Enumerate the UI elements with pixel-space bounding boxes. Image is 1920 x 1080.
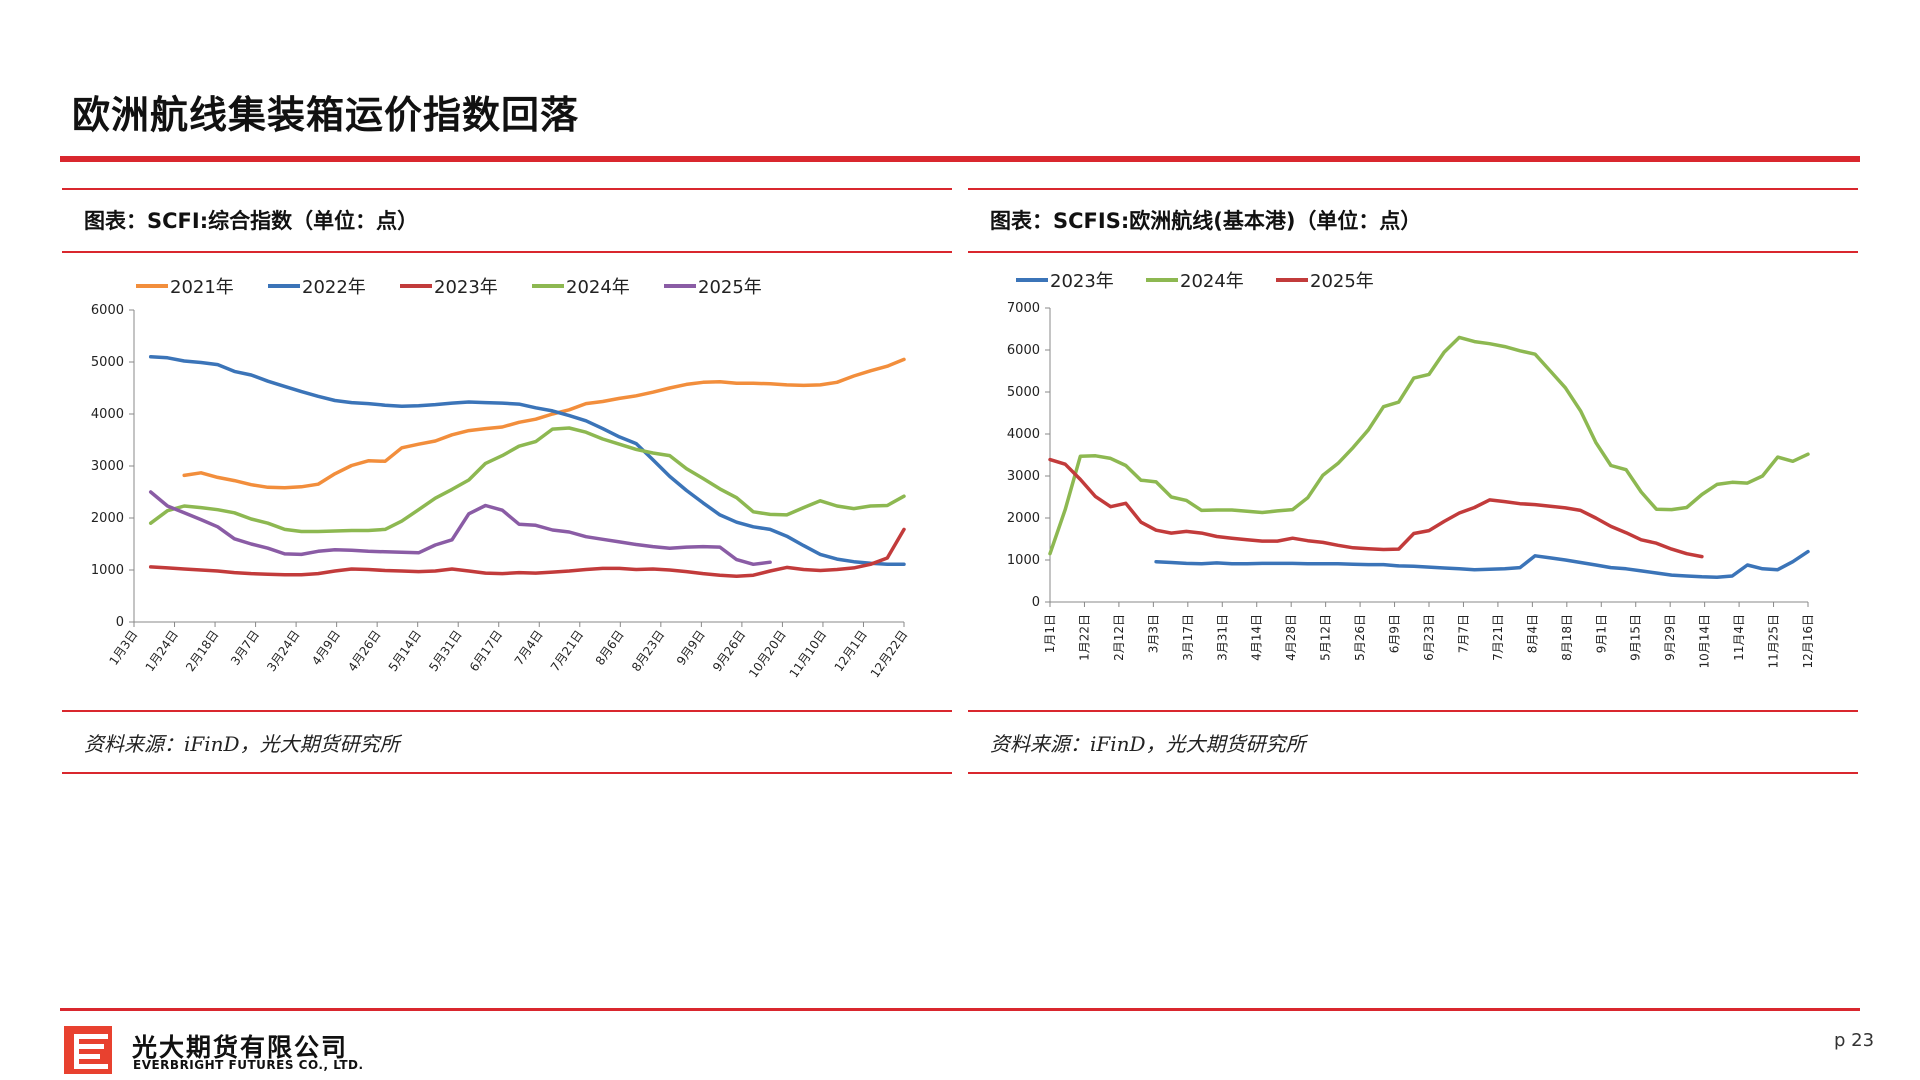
x-tick-label: 1月22日 xyxy=(1077,614,1091,661)
title-underline xyxy=(60,156,1860,162)
x-tick-label: 8月18日 xyxy=(1560,614,1574,661)
series-line xyxy=(148,355,906,567)
series-line xyxy=(148,527,906,578)
x-tick-label: 2月12日 xyxy=(1112,614,1126,661)
footer-rule xyxy=(60,1008,1860,1011)
y-tick-label: 3000 xyxy=(91,459,124,474)
right-chart-panel: 图表：SCFIS:欧洲航线(基本港)（单位：点） 2023年 2024年 2025年… xyxy=(968,188,1858,774)
x-tick-label: 5月14日 xyxy=(386,628,424,674)
panel-title-rule xyxy=(62,251,952,253)
y-tick-label: 2000 xyxy=(1007,511,1040,526)
x-tick-label: 9月29日 xyxy=(1663,614,1677,661)
y-tick-label: 6000 xyxy=(1007,343,1040,358)
scfi-chart: 2021年 2022年 2023年 2024年 2025年 0 1000 2000 3000 40… xyxy=(91,277,911,681)
y-tick-label: 0 xyxy=(1032,595,1040,610)
x-tick-label: 8月6日 xyxy=(593,628,627,668)
panel-top-rule xyxy=(62,188,952,190)
series-line xyxy=(1048,335,1810,556)
scfis-europe-chart: 2023年 2024年 2025年 0 1000 2000 3000 4000 5000 6000… xyxy=(1007,271,1815,669)
x-tick-label: 12月16日 xyxy=(1801,614,1815,669)
x-tick-label: 9月9日 xyxy=(674,628,708,668)
x-tick-label: 6月23日 xyxy=(1422,614,1436,661)
series-line xyxy=(148,490,772,567)
panel-title-rule xyxy=(968,251,1858,253)
x-tick-label: 3月24日 xyxy=(264,628,302,674)
everbright-logo-icon xyxy=(64,1026,112,1074)
x-tick-label: 7月21日 xyxy=(1491,614,1505,661)
x-tick-label: 12月1日 xyxy=(832,628,870,674)
legend-label: 2025年 xyxy=(698,277,762,298)
right-chart-source: 资料来源：iFinD，光大期货研究所 xyxy=(990,732,1306,756)
legend-label: 2024年 xyxy=(566,277,630,298)
panel-source-rule xyxy=(968,710,1858,712)
company-name-en: EVERBRIGHT FUTURES CO., LTD. xyxy=(133,1058,364,1072)
panel-bottom-rule xyxy=(968,772,1858,774)
y-tick-label: 3000 xyxy=(1007,469,1040,484)
legend-label: 2024年 xyxy=(1180,271,1244,292)
y-tick-label: 5000 xyxy=(91,355,124,370)
left-chart-source: 资料来源：iFinD，光大期货研究所 xyxy=(84,732,400,756)
series-line xyxy=(1048,457,1704,559)
x-tick-label: 11月4日 xyxy=(1732,614,1746,661)
x-tick-label: 3月17日 xyxy=(1181,614,1195,661)
x-tick-label: 12月22日 xyxy=(868,628,911,681)
x-tick-label: 1月24日 xyxy=(143,628,181,674)
series-line xyxy=(182,357,906,490)
y-tick-label: 7000 xyxy=(1007,301,1040,316)
panel-bottom-rule xyxy=(62,772,952,774)
x-tick-label: 9月1日 xyxy=(1594,614,1608,653)
x-tick-label: 7月7日 xyxy=(1456,614,1470,653)
x-tick-label: 6月9日 xyxy=(1388,614,1402,653)
page-title: 欧洲航线集装箱运价指数回落 xyxy=(72,93,580,137)
legend-label: 2021年 xyxy=(170,277,234,298)
y-tick-label: 1000 xyxy=(91,563,124,578)
x-tick-label: 4月14日 xyxy=(1250,614,1264,661)
x-tick-label: 10月14日 xyxy=(1698,614,1712,669)
x-tick-label: 2月18日 xyxy=(183,628,221,674)
x-tick-label: 6月17日 xyxy=(467,628,505,674)
y-tick-label: 2000 xyxy=(91,511,124,526)
company-name-cn: 光大期货有限公司 xyxy=(132,1033,349,1062)
legend-label: 2022年 xyxy=(302,277,366,298)
x-tick-label: 10月20日 xyxy=(746,628,789,681)
x-tick-label: 9月26日 xyxy=(710,628,748,674)
y-tick-label: 1000 xyxy=(1007,553,1040,568)
x-tick-label: 11月10日 xyxy=(787,628,830,681)
x-tick-label: 5月26日 xyxy=(1353,614,1367,661)
x-tick-label: 3月7日 xyxy=(228,628,262,668)
page-number: p 23 xyxy=(1834,1030,1875,1051)
x-tick-label: 4月28日 xyxy=(1284,614,1298,661)
left-chart-panel: 图表：SCFI:综合指数（单位：点） 2021年 2022年 2023年 2024年 2… xyxy=(62,188,952,774)
x-tick-label: 3月3日 xyxy=(1146,614,1160,653)
legend-label: 2025年 xyxy=(1310,271,1374,292)
x-tick-label: 9月15日 xyxy=(1629,614,1643,661)
x-tick-label: 5月12日 xyxy=(1319,614,1333,661)
x-tick-label: 1月1日 xyxy=(1043,614,1057,653)
y-tick-label: 5000 xyxy=(1007,385,1040,400)
x-tick-label: 4月9日 xyxy=(309,628,343,668)
x-tick-label: 11月25日 xyxy=(1767,614,1781,669)
x-tick-label: 8月4日 xyxy=(1525,614,1539,653)
x-tick-label: 4月26日 xyxy=(345,628,383,674)
x-tick-label: 7月4日 xyxy=(512,628,546,668)
panel-source-rule xyxy=(62,710,952,712)
panel-top-rule xyxy=(968,188,1858,190)
x-tick-label: 1月3日 xyxy=(106,628,140,668)
series-line xyxy=(148,426,906,534)
series-line xyxy=(1154,549,1810,579)
right-chart-title: 图表：SCFIS:欧洲航线(基本港)（单位：点） xyxy=(990,209,1422,233)
x-tick-label: 7月21日 xyxy=(548,628,586,674)
x-tick-label: 3月31日 xyxy=(1215,614,1229,661)
legend-label: 2023年 xyxy=(1050,271,1114,292)
left-chart-title: 图表：SCFI:综合指数（单位：点） xyxy=(84,209,419,233)
y-tick-label: 0 xyxy=(116,615,124,630)
legend-label: 2023年 xyxy=(434,277,498,298)
y-tick-label: 4000 xyxy=(1007,427,1040,442)
y-tick-label: 4000 xyxy=(91,407,124,422)
x-tick-label: 5月31日 xyxy=(426,628,464,674)
y-tick-label: 6000 xyxy=(91,303,124,318)
x-tick-label: 8月23日 xyxy=(629,628,667,674)
